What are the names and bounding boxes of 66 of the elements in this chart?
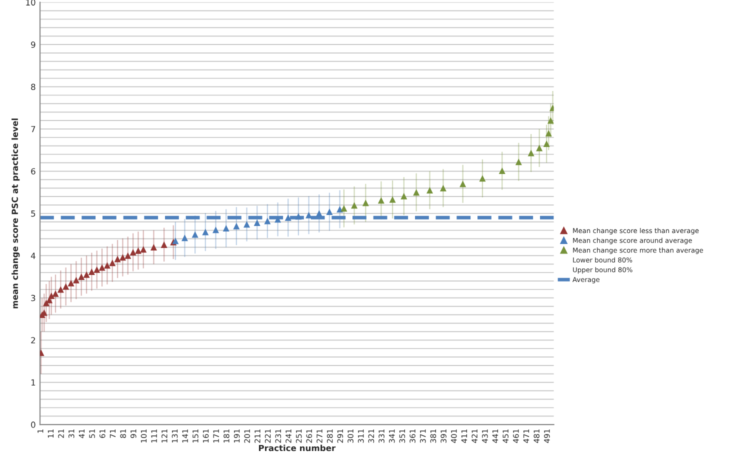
y-tick-label: 6 xyxy=(31,168,36,174)
point xyxy=(351,202,358,209)
point xyxy=(440,184,446,192)
point xyxy=(57,286,64,293)
point xyxy=(528,150,534,156)
y-tick-label: 2 xyxy=(31,337,35,344)
point xyxy=(515,158,522,166)
y-tick-label: 8 xyxy=(31,84,36,90)
point xyxy=(413,189,420,196)
point xyxy=(378,197,384,204)
point xyxy=(545,130,552,136)
point xyxy=(62,283,70,290)
y-tick-label: 3 xyxy=(31,294,36,302)
point xyxy=(134,247,142,254)
point xyxy=(254,219,260,226)
y-tick-label: 9 xyxy=(31,42,36,48)
point xyxy=(72,276,80,284)
point xyxy=(114,256,121,262)
point xyxy=(389,196,396,203)
point xyxy=(426,186,434,194)
point xyxy=(181,234,188,242)
point xyxy=(83,271,90,278)
point xyxy=(284,214,292,221)
point xyxy=(460,180,466,188)
point xyxy=(479,175,486,182)
point xyxy=(192,231,198,238)
point xyxy=(140,246,147,253)
y-tick-label: 0 xyxy=(31,422,36,428)
y-axis-title: mean change score PSC at practice level xyxy=(12,118,20,308)
point xyxy=(244,221,250,228)
point xyxy=(124,252,132,259)
point xyxy=(94,266,100,273)
point xyxy=(160,241,168,248)
point xyxy=(536,144,543,152)
point xyxy=(104,262,110,269)
x-axis-title: Practice number xyxy=(258,444,336,452)
point xyxy=(498,168,506,174)
point xyxy=(274,216,282,223)
point xyxy=(233,222,240,230)
point xyxy=(202,228,209,236)
point xyxy=(326,208,333,216)
point xyxy=(222,224,230,232)
point xyxy=(264,218,271,224)
point xyxy=(98,264,106,271)
point xyxy=(295,213,302,220)
point xyxy=(362,200,369,206)
point xyxy=(78,274,85,280)
point xyxy=(52,290,59,297)
point xyxy=(547,117,554,124)
point xyxy=(109,260,116,266)
y-tick-label: 1 xyxy=(31,379,36,386)
y-tick-label: 5 xyxy=(31,210,36,217)
point xyxy=(316,210,322,217)
point xyxy=(212,226,220,234)
y-tick-label: 4 xyxy=(30,252,36,259)
point xyxy=(340,205,348,212)
point xyxy=(119,254,126,261)
point xyxy=(400,192,408,200)
y-tick-label: 7 xyxy=(31,126,36,132)
point xyxy=(130,249,136,256)
point xyxy=(150,244,157,250)
point xyxy=(336,206,344,212)
point xyxy=(543,140,550,148)
point xyxy=(306,212,312,218)
point xyxy=(68,280,74,286)
point xyxy=(88,268,95,275)
